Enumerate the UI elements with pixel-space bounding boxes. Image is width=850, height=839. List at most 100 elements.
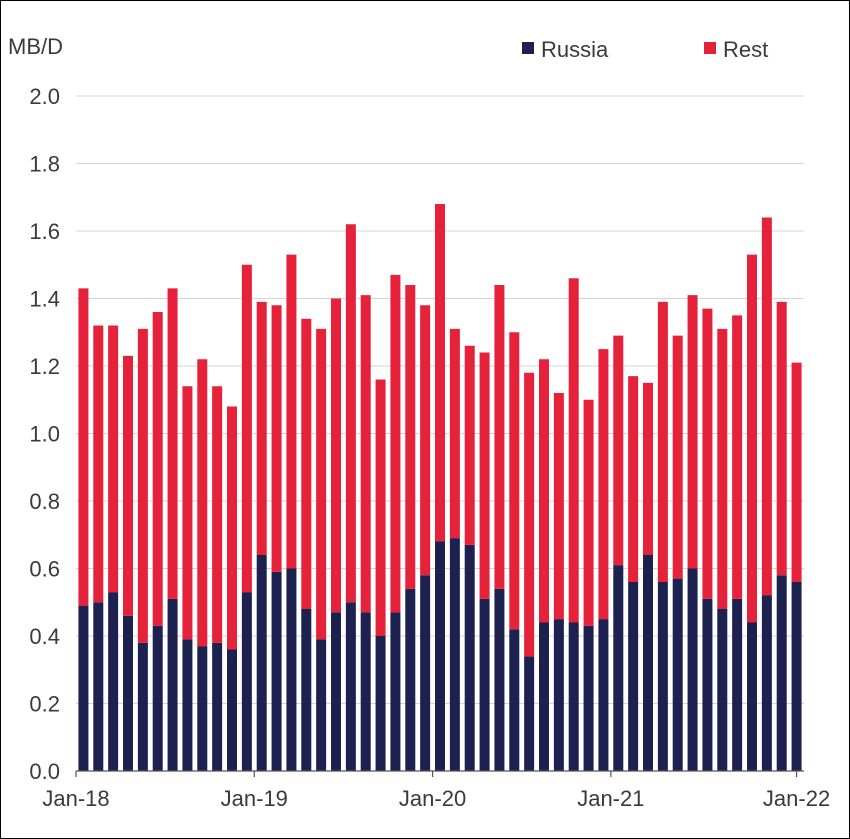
bar-russia-nov-18 xyxy=(227,649,237,771)
bar-rest-sep-21 xyxy=(732,315,743,599)
legend-swatch-russia xyxy=(522,42,534,54)
bar-rest-apr-21 xyxy=(657,301,668,582)
bar-russia-nov-21 xyxy=(761,595,772,771)
bar-russia-sep-20 xyxy=(553,619,564,772)
bar-rest-jun-18 xyxy=(152,312,163,626)
bar-rest-dec-20 xyxy=(598,349,609,620)
bar-rest-may-18 xyxy=(137,328,148,643)
bar-russia-jun-18 xyxy=(152,625,163,772)
bar-russia-oct-21 xyxy=(747,622,757,771)
bar-russia-jan-21 xyxy=(613,565,624,772)
bar-rest-nov-19 xyxy=(405,285,416,589)
bar-russia-sep-21 xyxy=(732,598,743,772)
bar-russia-dec-20 xyxy=(598,619,609,772)
bar-rest-sep-20 xyxy=(553,393,564,620)
bar-russia-apr-21 xyxy=(657,582,668,771)
bar-russia-oct-20 xyxy=(568,622,579,771)
bar-russia-jan-18 xyxy=(78,605,89,772)
bar-rest-dec-19 xyxy=(420,305,431,576)
bar-russia-mar-21 xyxy=(643,555,653,771)
bar-russia-nov-19 xyxy=(405,588,416,771)
y-tick-label: 1.4 xyxy=(29,287,60,312)
bar-rest-apr-20 xyxy=(479,352,490,599)
y-tick-label: 1.6 xyxy=(29,219,60,244)
legend-swatch-rest xyxy=(704,42,716,54)
bar-russia-may-19 xyxy=(316,639,327,772)
x-tick-label: Jan-20 xyxy=(399,786,466,811)
y-tick-label: 1.2 xyxy=(29,354,60,379)
bar-russia-jul-18 xyxy=(167,598,178,772)
bar-russia-apr-19 xyxy=(301,609,312,771)
bar-rest-jan-18 xyxy=(78,288,89,606)
bar-rest-nov-21 xyxy=(761,217,772,596)
bar-russia-aug-18 xyxy=(182,639,193,772)
y-tick-label: 1.8 xyxy=(29,152,60,177)
bar-rest-dec-18 xyxy=(241,264,252,593)
bar-russia-nov-20 xyxy=(583,625,594,772)
bar-rest-jan-20 xyxy=(435,204,445,542)
y-axis-unit-label: MB/D xyxy=(8,34,63,59)
bar-russia-mar-19 xyxy=(286,568,297,771)
bar-russia-mar-20 xyxy=(464,544,475,772)
bar-russia-sep-18 xyxy=(197,646,208,772)
bar-russia-jul-20 xyxy=(524,656,535,771)
bar-russia-apr-18 xyxy=(123,615,133,771)
bar-rest-mar-20 xyxy=(464,345,475,545)
bar-rest-aug-21 xyxy=(717,328,728,610)
bar-rest-nov-18 xyxy=(227,406,237,650)
bar-rest-oct-20 xyxy=(568,278,579,623)
bar-rest-feb-18 xyxy=(93,325,104,603)
y-tick-label: 0.4 xyxy=(29,624,60,649)
bar-rest-oct-21 xyxy=(747,254,757,623)
bar-rest-jul-20 xyxy=(524,372,535,657)
bar-russia-jul-21 xyxy=(702,598,713,772)
bar-russia-sep-19 xyxy=(375,636,386,771)
bar-russia-jul-19 xyxy=(345,602,356,771)
y-tick-label: 0.6 xyxy=(29,557,60,582)
y-tick-label: 0.2 xyxy=(29,692,60,717)
bar-rest-jul-18 xyxy=(167,288,178,599)
bar-rest-may-19 xyxy=(316,328,327,640)
bar-rest-jun-21 xyxy=(687,295,698,569)
bar-rest-jul-19 xyxy=(345,224,356,603)
bar-russia-may-21 xyxy=(672,578,683,772)
bar-russia-jun-21 xyxy=(687,568,698,771)
bar-russia-dec-19 xyxy=(420,575,431,771)
bar-russia-oct-19 xyxy=(390,612,401,772)
bar-russia-feb-18 xyxy=(93,602,104,771)
bar-rest-jul-21 xyxy=(702,308,713,599)
x-tick-label: Jan-21 xyxy=(577,786,644,811)
legend-label-russia: Russia xyxy=(541,37,609,62)
bar-rest-may-21 xyxy=(672,335,683,579)
bar-russia-feb-19 xyxy=(271,571,282,772)
bar-rest-oct-19 xyxy=(390,274,401,613)
bar-russia-feb-21 xyxy=(628,582,639,771)
bar-rest-jan-19 xyxy=(256,301,267,555)
bar-russia-aug-21 xyxy=(717,609,728,771)
bar-rest-sep-18 xyxy=(197,359,208,647)
bar-rest-apr-18 xyxy=(123,355,133,616)
bar-russia-aug-19 xyxy=(360,612,371,772)
bar-rest-may-20 xyxy=(494,285,505,589)
bar-rest-mar-21 xyxy=(643,382,653,555)
bar-rest-aug-18 xyxy=(182,386,193,640)
bar-russia-jun-19 xyxy=(331,612,341,772)
y-tick-label: 0.0 xyxy=(29,759,60,784)
y-tick-label: 1.0 xyxy=(29,422,60,447)
bar-russia-dec-18 xyxy=(241,592,252,772)
bar-russia-may-20 xyxy=(494,588,505,771)
y-tick-label: 2.0 xyxy=(29,84,60,109)
bar-rest-dec-21 xyxy=(776,301,787,576)
bar-rest-mar-18 xyxy=(108,325,119,593)
legend: Russia Rest xyxy=(522,37,768,62)
bar-russia-apr-20 xyxy=(479,598,490,772)
bar-russia-oct-18 xyxy=(212,642,223,771)
bar-russia-jan-22 xyxy=(791,582,802,771)
bar-russia-jan-20 xyxy=(435,541,445,771)
bar-russia-mar-18 xyxy=(108,592,119,772)
bar-russia-aug-20 xyxy=(539,622,549,771)
bar-rest-jun-20 xyxy=(509,332,520,630)
bar-rest-feb-20 xyxy=(449,328,460,539)
x-tick-label: Jan-18 xyxy=(42,786,109,811)
bar-russia-dec-21 xyxy=(776,575,787,771)
